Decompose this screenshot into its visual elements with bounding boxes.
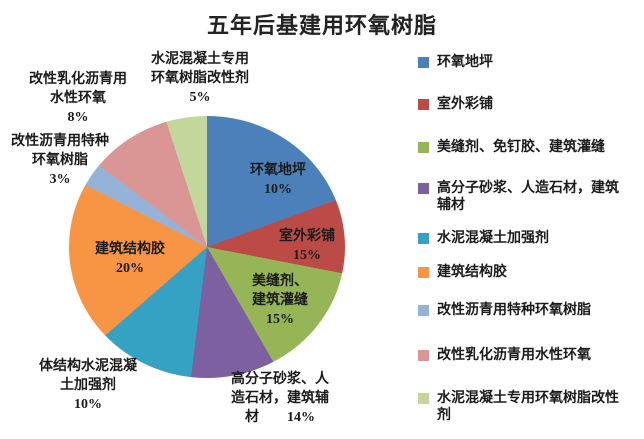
legend-swatch-icon: [418, 267, 429, 278]
slice-label-line: 环氧树脂: [32, 153, 88, 168]
slice-label-epoxy-floor: 环氧地坪 10%: [228, 161, 328, 199]
slice-label-line: 水泥混凝土专用: [151, 52, 249, 67]
legend-label: 环氧地坪: [437, 55, 493, 70]
slice-label-value: 8%: [67, 110, 89, 125]
slice-label-line: 建筑灌缝: [252, 293, 308, 308]
slice-label-outdoor-paving: 室外彩铺 15%: [257, 227, 357, 265]
slice-label-line: 室外彩铺: [279, 229, 335, 244]
slice-label-line: 建筑结构胶: [95, 242, 165, 257]
slice-label-structural-adhesive: 建筑结构胶 20%: [80, 240, 180, 278]
pie-chart: [69, 116, 345, 378]
slice-label-value: 10%: [264, 182, 292, 197]
legend-item-outdoor-paving: 室外彩铺: [418, 96, 629, 113]
slice-label-concrete-reinforcer: 体结构水泥混凝 土加强剂 10%: [13, 357, 163, 414]
slice-label-value: 材 14%: [245, 410, 315, 425]
legend-item-cement-modifier: 水泥混凝土专用环氧树脂改性剂: [418, 390, 629, 424]
legend-label: 水泥混凝土专用环氧树脂改性剂: [437, 391, 619, 423]
slice-label-value: 5%: [189, 90, 211, 105]
legend-item-epoxy-floor: 环氧地坪: [418, 54, 629, 71]
slice-label-line: 体结构水泥混凝: [39, 359, 137, 374]
slice-label-line: 改性沥青用特种: [11, 134, 109, 149]
legend-swatch-icon: [418, 57, 429, 68]
slice-label-emulsified-asphalt: 改性乳化沥青用 水性环氧 8%: [8, 70, 148, 127]
legend-swatch-icon: [418, 183, 429, 194]
legend-label: 水泥混凝土加强剂: [437, 231, 549, 246]
legend-label: 美缝剂、免钉胶、建筑灌缝: [437, 140, 605, 155]
legend-swatch-icon: [418, 350, 429, 361]
slice-label-line: 造石材，建筑辅: [231, 391, 329, 406]
legend-item-polymer-mortar: 高分子砂浆、人造石材，建筑辅材: [418, 180, 629, 214]
slice-label-value: 15%: [293, 248, 321, 263]
slice-label-line: 环氧地坪: [250, 163, 306, 178]
legend-item-concrete-reinforcer: 水泥混凝土加强剂: [418, 230, 629, 247]
legend-label: 改性乳化沥青用水性环氧: [437, 348, 591, 363]
chart-title: 五年后基建用环氧树脂: [206, 13, 437, 38]
slice-label-line: 高分子砂浆、人: [231, 372, 329, 387]
slice-label-value: 10%: [74, 397, 102, 412]
legend-item-structural-adhesive: 建筑结构胶: [418, 264, 629, 281]
legend-label: 改性沥青用特种环氧树脂: [437, 303, 591, 318]
slice-label-value: 3%: [49, 172, 71, 187]
legend-swatch-icon: [418, 233, 429, 244]
slice-label-polymer-mortar: 高分子砂浆、人 造石材，建筑辅 材 14%: [205, 370, 355, 427]
slice-label-line: 水性环氧: [50, 91, 106, 106]
legend-item-emulsified-asphalt: 改性乳化沥青用水性环氧: [418, 347, 629, 364]
slice-label-special-asphalt-epoxy: 改性沥青用特种 环氧树脂 3%: [0, 132, 120, 189]
legend-label: 高分子砂浆、人造石材，建筑辅材: [437, 181, 619, 213]
slice-label-sealant: 美缝剂、 建筑灌缝 15%: [230, 272, 330, 329]
slice-label-value: 15%: [266, 312, 294, 327]
slice-label-line: 土加强剂: [60, 378, 116, 393]
legend-swatch-icon: [418, 305, 429, 316]
slice-label-cement-modifier: 水泥混凝土专用 环氧树脂改性剂 5%: [125, 50, 275, 107]
legend-swatch-icon: [418, 393, 429, 404]
legend-item-special-asphalt-epoxy: 改性沥青用特种环氧树脂: [418, 302, 629, 319]
legend-label: 室外彩铺: [437, 97, 493, 112]
legend-swatch-icon: [418, 99, 429, 110]
slice-label-value: 20%: [116, 261, 144, 276]
slice-label-line: 改性乳化沥青用: [29, 72, 127, 87]
legend-label: 建筑结构胶: [437, 265, 507, 280]
slice-label-line: 环氧树脂改性剂: [151, 71, 249, 86]
legend-item-sealant: 美缝剂、免钉胶、建筑灌缝: [418, 139, 629, 156]
legend-swatch-icon: [418, 142, 429, 153]
slice-label-line: 美缝剂、: [252, 274, 308, 289]
